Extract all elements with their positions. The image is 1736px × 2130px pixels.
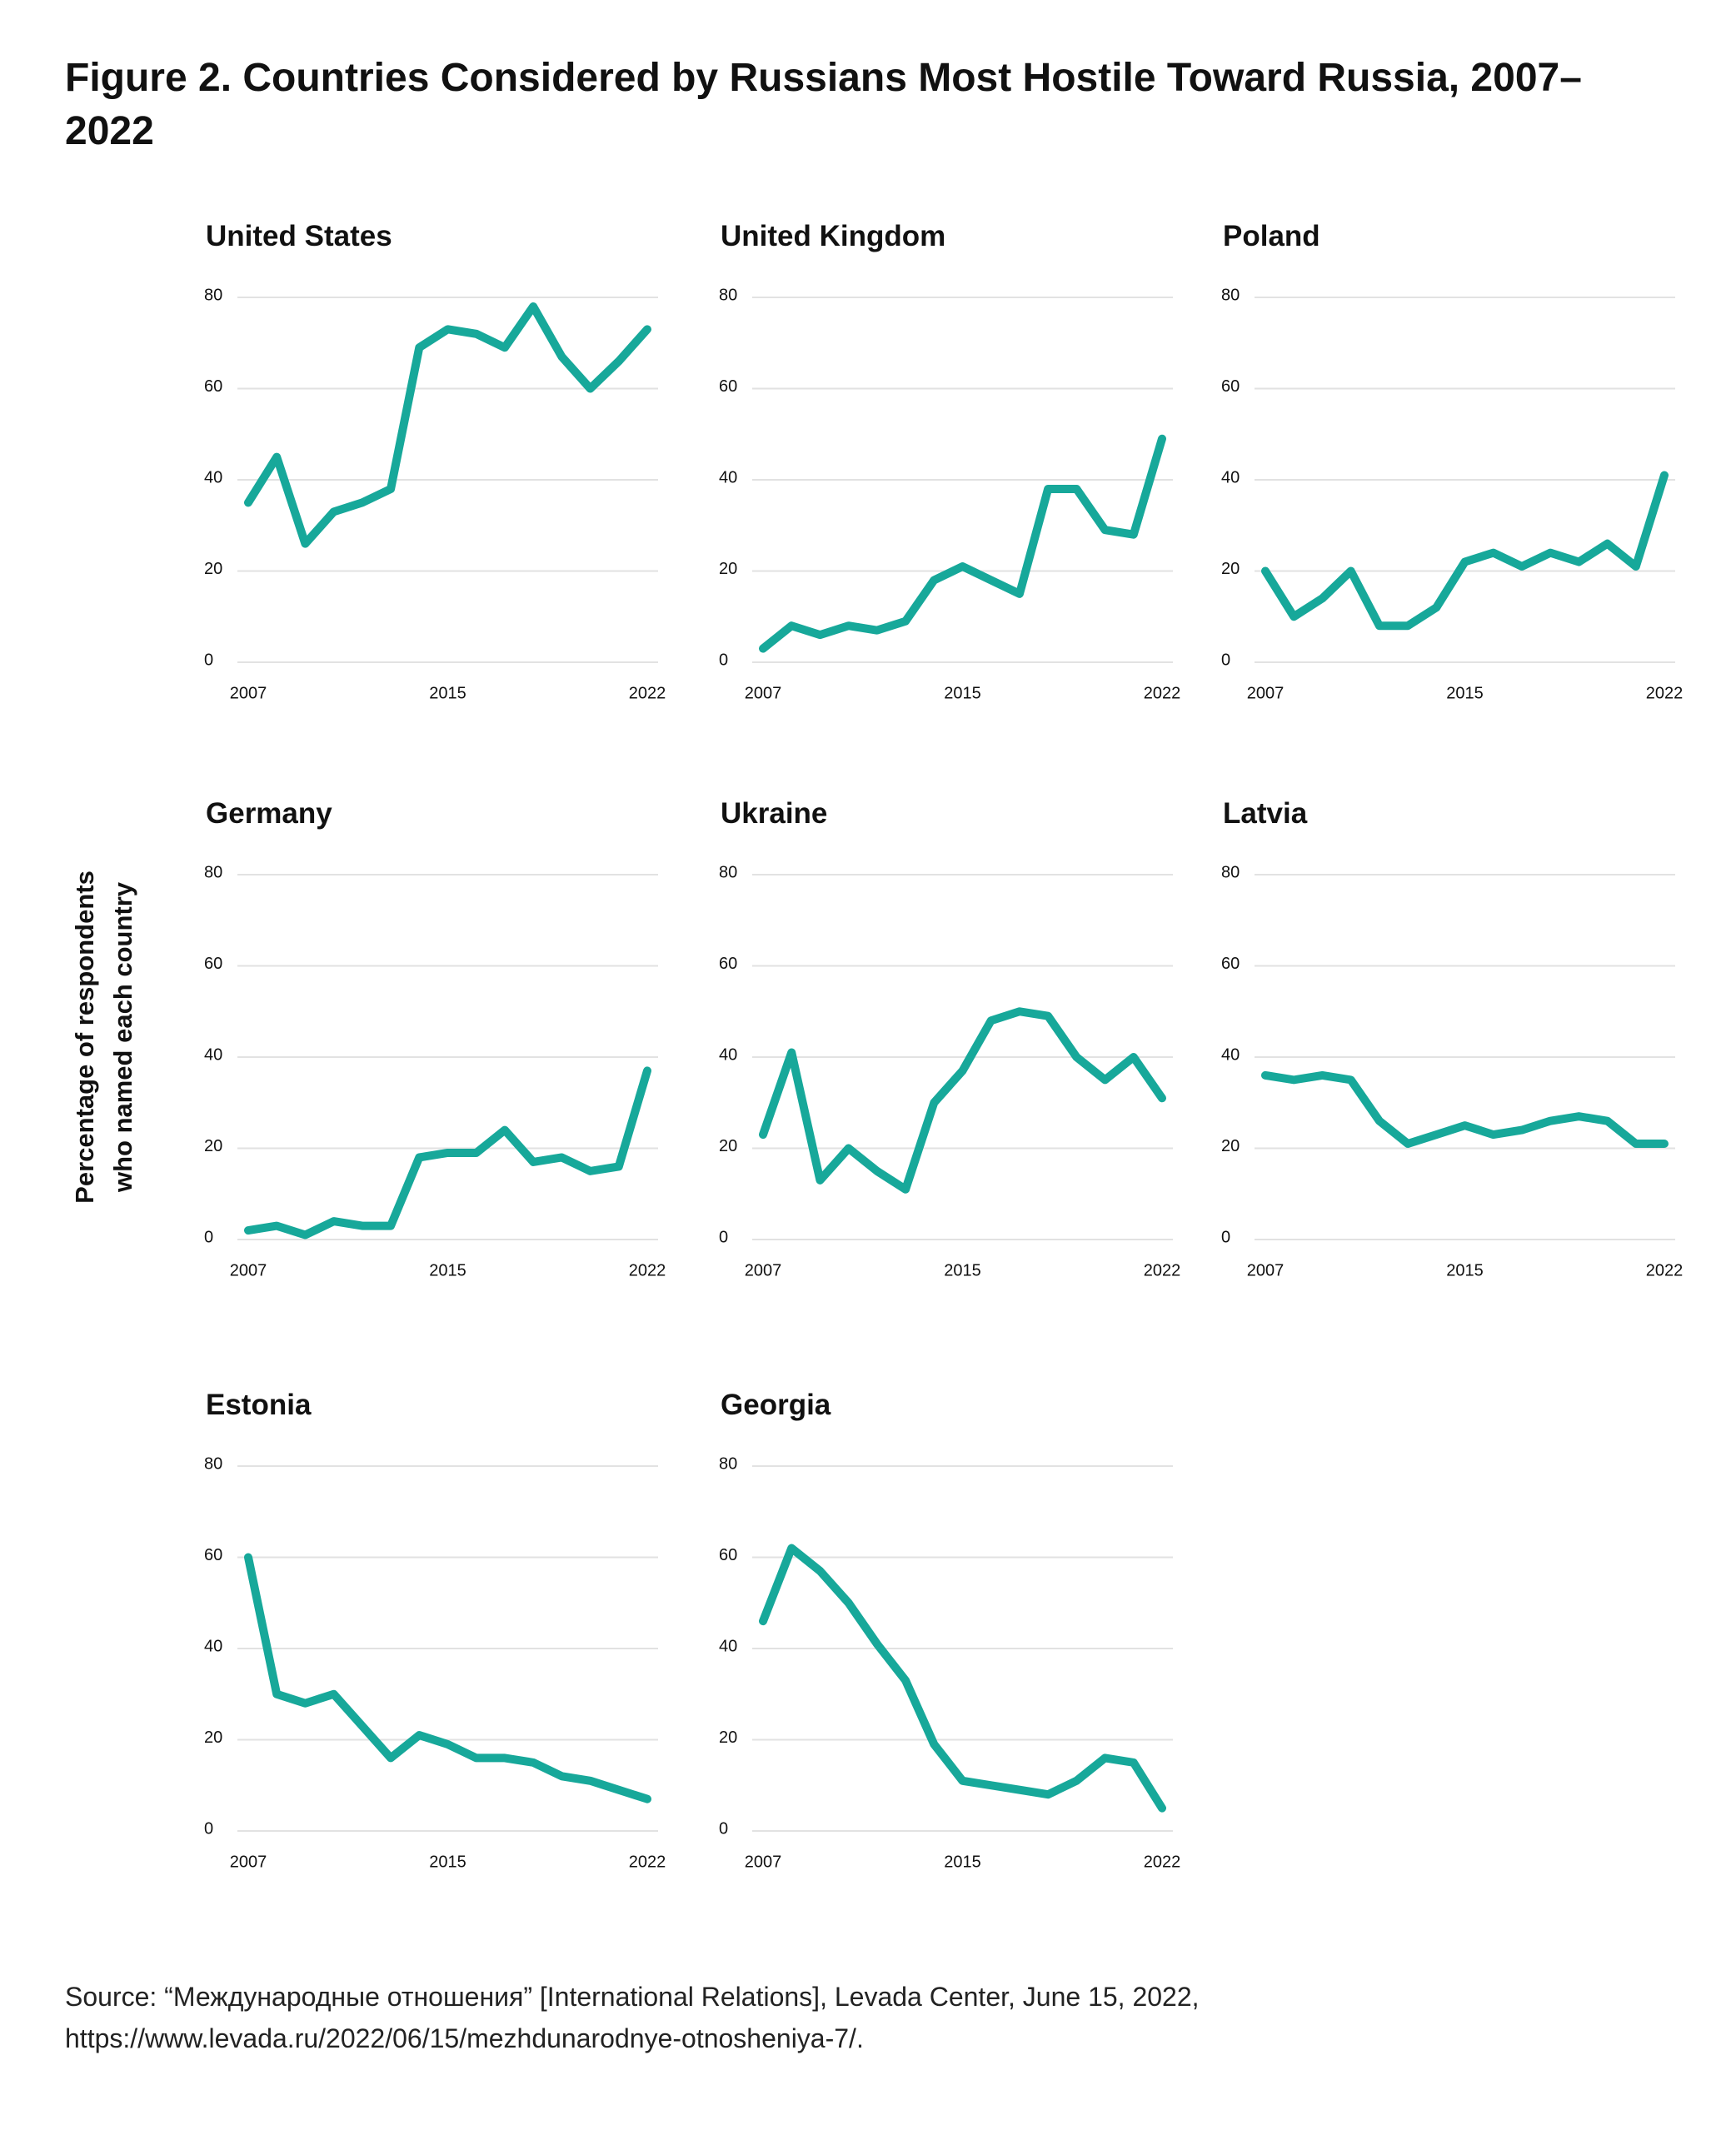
y-tick-label: 0: [719, 651, 728, 669]
x-tick-label: 2015: [429, 1261, 466, 1279]
panel-title: Estonia: [206, 1389, 312, 1421]
x-tick-label: 2015: [944, 1261, 981, 1279]
y-tick-label: 80: [1221, 286, 1240, 304]
y-tick-label: 60: [719, 1546, 737, 1564]
y-tick-label: 0: [204, 1228, 213, 1246]
x-tick-label: 2015: [429, 684, 466, 702]
data-line: [244, 302, 651, 548]
x-tick-label: 2015: [1446, 684, 1484, 702]
y-tick-label: 0: [719, 1819, 728, 1838]
x-tick-label: 2015: [944, 1853, 981, 1871]
panel-title: Germany: [206, 797, 332, 830]
y-tick-label: 60: [1221, 955, 1240, 973]
x-tick-label: 2007: [1247, 684, 1285, 702]
y-tick-label: 40: [1221, 1045, 1240, 1064]
x-tick-label: 2007: [745, 1261, 782, 1279]
panel-title: United States: [206, 220, 392, 252]
x-tick-label: 2007: [1247, 1261, 1285, 1279]
y-tick-label: 40: [204, 1637, 222, 1655]
panel-title: Poland: [1223, 220, 1320, 252]
x-tick-label: 2015: [429, 1853, 466, 1871]
y-tick-label: 40: [719, 1045, 737, 1064]
x-tick-label: 2022: [629, 1261, 666, 1279]
y-tick-label: 80: [204, 286, 222, 304]
y-tick-label: 80: [719, 1454, 737, 1473]
source-note: Source: “Международные отношения” [Inter…: [65, 1976, 1200, 2059]
x-tick-label: 2022: [1646, 684, 1684, 702]
source-line: https://www.levada.ru/2022/06/15/mezhdun…: [65, 2023, 864, 2053]
x-tick-label: 2007: [230, 1261, 267, 1279]
y-tick-label: 80: [719, 286, 737, 304]
x-tick-label: 2022: [629, 684, 666, 702]
data-line: [1261, 471, 1669, 631]
y-tick-label: 80: [204, 863, 222, 881]
x-tick-label: 2022: [629, 1853, 666, 1871]
panel-title: Latvia: [1223, 797, 1308, 830]
charts: Percentage of respondents who named each…: [70, 220, 1684, 1871]
x-tick-label: 2007: [745, 684, 782, 702]
x-tick-label: 2007: [230, 684, 267, 702]
y-tick-label: 40: [719, 468, 737, 486]
y-tick-label: 60: [204, 1546, 222, 1564]
figure-title: Figure 2. Countries Considered by Russia…: [65, 56, 1582, 153]
y-tick-label: 0: [1221, 651, 1230, 669]
data-line: [244, 1066, 651, 1240]
y-tick-label: 20: [204, 560, 222, 578]
panel-title: Ukraine: [721, 797, 827, 830]
y-tick-label: 80: [1221, 863, 1240, 881]
y-tick-label: 60: [1221, 377, 1240, 396]
y-tick-label: 40: [204, 468, 222, 486]
y-tick-label: 80: [204, 1454, 222, 1473]
x-tick-label: 2022: [1144, 1261, 1181, 1279]
y-tick-label: 60: [204, 377, 222, 396]
y-tick-label: 20: [204, 1137, 222, 1155]
x-tick-label: 2022: [1144, 684, 1181, 702]
data-line: [759, 1544, 1166, 1813]
x-tick-label: 2022: [1144, 1853, 1181, 1871]
y-tick-label: 40: [719, 1637, 737, 1655]
y-tick-label: 60: [719, 377, 737, 396]
y-tick-label: 20: [719, 560, 737, 578]
x-tick-label: 2007: [230, 1853, 267, 1871]
x-tick-label: 2007: [745, 1853, 782, 1871]
x-tick-label: 2015: [1446, 1261, 1484, 1279]
y-tick-label: 40: [204, 1045, 222, 1064]
data-line: [759, 1007, 1166, 1194]
y-tick-label: 60: [719, 955, 737, 973]
x-tick-label: 2022: [1646, 1261, 1684, 1279]
y-tick-label: 60: [204, 955, 222, 973]
y-axis-label: Percentage of respondents: [70, 870, 99, 1204]
x-tick-label: 2015: [944, 684, 981, 702]
y-tick-label: 0: [204, 1819, 213, 1838]
panel-title: United Kingdom: [721, 220, 945, 252]
y-tick-label: 20: [719, 1137, 737, 1155]
y-tick-label: 20: [1221, 1137, 1240, 1155]
y-axis-label: who named each country: [108, 881, 137, 1193]
y-tick-label: 40: [1221, 468, 1240, 486]
data-line: [244, 1553, 651, 1803]
y-tick-label: 20: [719, 1728, 737, 1747]
y-tick-label: 20: [1221, 560, 1240, 578]
y-tick-label: 0: [719, 1228, 728, 1246]
data-line: [759, 434, 1166, 653]
y-tick-label: 0: [204, 651, 213, 669]
y-tick-label: 80: [719, 863, 737, 881]
y-tick-label: 0: [1221, 1228, 1230, 1246]
data-line: [1261, 1070, 1669, 1149]
y-tick-label: 20: [204, 1728, 222, 1747]
panel-title: Georgia: [721, 1389, 831, 1421]
source-line: Source: “Международные отношения” [Inter…: [65, 1982, 1200, 2012]
